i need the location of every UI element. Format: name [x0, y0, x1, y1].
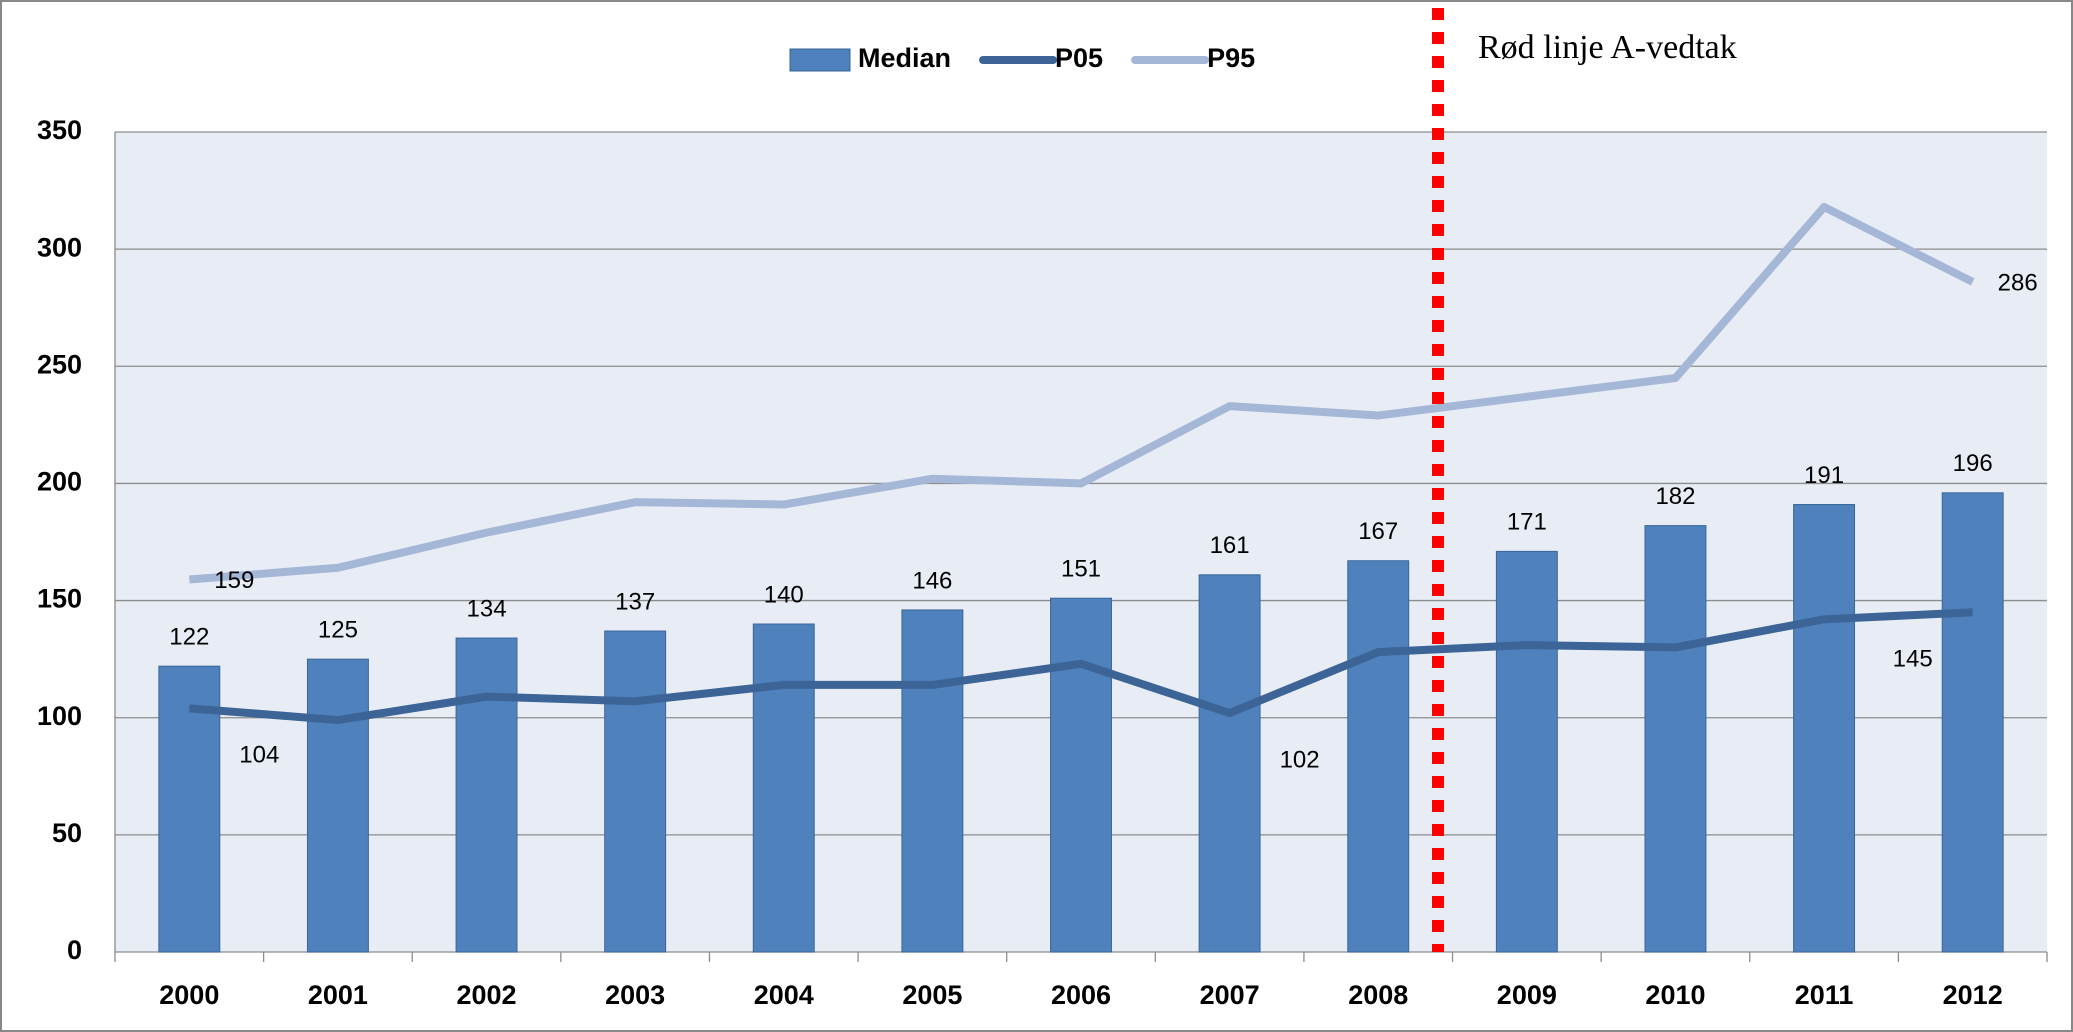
legend-label: Median: [858, 43, 951, 73]
y-tick-label: 100: [37, 701, 82, 731]
data-label: 137: [615, 588, 655, 615]
bar: [1793, 504, 1856, 953]
data-label: 146: [912, 567, 952, 594]
y-tick-label: 300: [37, 232, 82, 262]
x-tick-label: 2009: [1497, 980, 1557, 1010]
bar: [1198, 574, 1261, 953]
bar: [1495, 550, 1558, 953]
bar: [604, 630, 667, 953]
y-tick-label: 350: [37, 115, 82, 145]
data-label: 182: [1655, 483, 1695, 510]
x-tick-label: 2002: [456, 980, 516, 1010]
bar: [901, 609, 964, 953]
x-tick-label: 2008: [1348, 980, 1408, 1010]
x-tick-label: 2005: [902, 980, 962, 1010]
bar: [752, 623, 815, 953]
y-tick-label: 150: [37, 584, 82, 614]
line: [188, 608, 1973, 725]
bar: [1644, 525, 1707, 953]
data-label: 104: [239, 742, 279, 769]
x-tick-label: 2004: [754, 980, 814, 1010]
data-label: 125: [318, 616, 358, 643]
data-label: 102: [1280, 746, 1320, 773]
x-tick-label: 2012: [1943, 980, 2003, 1010]
x-tick-label: 2001: [308, 980, 368, 1010]
x-tick-label: 2000: [159, 980, 219, 1010]
line: [188, 202, 1975, 584]
x-tick-label: 2007: [1200, 980, 1260, 1010]
y-tick-label: 250: [37, 349, 82, 379]
x-tick-label: 2006: [1051, 980, 1111, 1010]
data-label: 140: [764, 581, 804, 608]
annotation: Rød linje A-vedtak: [1478, 29, 1737, 66]
data-label: 286: [1998, 269, 2038, 296]
data-label: 159: [214, 567, 254, 594]
legend-label: P05: [1055, 43, 1103, 73]
bar: [455, 637, 518, 953]
data-label: 167: [1358, 518, 1398, 545]
x-tick-label: 2003: [605, 980, 665, 1010]
y-tick-label: 0: [67, 935, 82, 965]
bar: [1941, 492, 2004, 953]
data-label: 191: [1804, 462, 1844, 489]
data-label: 151: [1061, 556, 1101, 583]
legend-label: P95: [1207, 43, 1255, 73]
legend-swatch: [789, 48, 851, 72]
data-label: 196: [1953, 450, 1993, 477]
bar: [306, 658, 369, 953]
data-label: 161: [1210, 532, 1250, 559]
data-label: 171: [1507, 509, 1547, 536]
y-tick-label: 200: [37, 467, 82, 497]
x-tick-label: 2010: [1645, 980, 1705, 1010]
data-label: 122: [169, 624, 209, 651]
data-label: 145: [1893, 646, 1933, 673]
data-label: 134: [467, 595, 507, 622]
bar: [1347, 560, 1410, 953]
x-tick-label: 2011: [1795, 980, 1854, 1010]
y-tick-label: 50: [52, 818, 82, 848]
bar: [1050, 597, 1112, 953]
